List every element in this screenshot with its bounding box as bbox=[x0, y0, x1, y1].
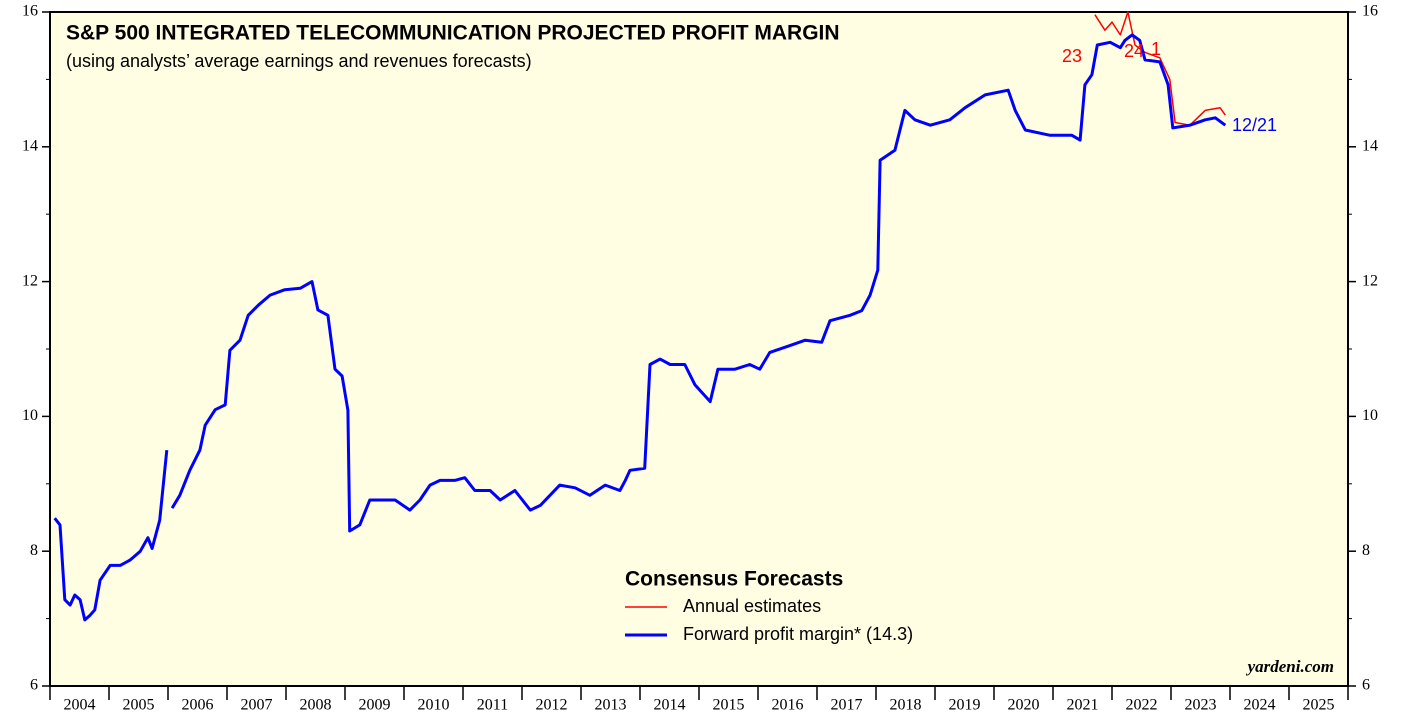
chart-subtitle: (using analysts’ average earnings and re… bbox=[66, 51, 532, 71]
x-tick-label: 2014 bbox=[654, 697, 686, 714]
x-tick-label: 2018 bbox=[890, 697, 922, 714]
y-tick-label: 12 bbox=[22, 272, 38, 289]
y2-tick-label: 14 bbox=[1362, 137, 1378, 154]
x-tick-label: 2010 bbox=[418, 697, 450, 714]
series-line bbox=[53, 33, 1227, 622]
legend-title: Consensus Forecasts bbox=[625, 568, 843, 591]
x-tick-label: 2008 bbox=[300, 697, 332, 714]
legend-label: Forward profit margin* (14.3) bbox=[683, 624, 913, 644]
annotation: 1 bbox=[1151, 39, 1161, 59]
x-tick-label: 2015 bbox=[713, 697, 745, 714]
x-tick-label: 2004 bbox=[64, 697, 96, 714]
x-tick-label: 2019 bbox=[949, 697, 981, 714]
legend-label: Annual estimates bbox=[683, 596, 821, 616]
x-tick-label: 2007 bbox=[241, 697, 273, 714]
x-tick-label: 2005 bbox=[123, 697, 155, 714]
series-line bbox=[1094, 11, 1226, 126]
y-tick-label: 6 bbox=[30, 677, 38, 694]
x-tick-label: 2025 bbox=[1303, 697, 1335, 714]
x-tick-label: 2020 bbox=[1008, 697, 1040, 714]
annotation: 23 bbox=[1062, 46, 1082, 66]
x-tick-label: 2016 bbox=[772, 697, 804, 714]
y2-tick-label: 8 bbox=[1362, 542, 1370, 559]
x-tick-label: 2024 bbox=[1244, 697, 1276, 714]
y2-tick-label: 12 bbox=[1362, 272, 1378, 289]
x-tick-label: 2013 bbox=[595, 697, 627, 714]
y2-tick-label: 16 bbox=[1362, 3, 1378, 20]
x-tick-label: 2009 bbox=[359, 697, 391, 714]
chart-title: S&P 500 INTEGRATED TELECOMMUNICATION PRO… bbox=[66, 22, 840, 45]
y-tick-label: 10 bbox=[22, 407, 38, 424]
annotation: 24 bbox=[1124, 41, 1144, 61]
x-tick-label: 2012 bbox=[536, 697, 568, 714]
x-tick-label: 2022 bbox=[1126, 697, 1158, 714]
y-tick-label: 14 bbox=[22, 137, 38, 154]
source: yardeni.com bbox=[1246, 657, 1334, 676]
x-tick-label: 2021 bbox=[1067, 697, 1099, 714]
x-tick-label: 2006 bbox=[182, 697, 214, 714]
x-tick-label: 2023 bbox=[1185, 697, 1217, 714]
annotation: 12/21 bbox=[1232, 115, 1277, 135]
x-tick-label: 2017 bbox=[831, 697, 863, 714]
plot-area bbox=[49, 11, 1349, 687]
y-tick-label: 8 bbox=[30, 542, 38, 559]
y2-tick-label: 10 bbox=[1362, 407, 1378, 424]
x-tick-label: 2011 bbox=[477, 697, 508, 714]
y2-tick-label: 6 bbox=[1362, 677, 1370, 694]
y-tick-label: 16 bbox=[22, 3, 38, 20]
